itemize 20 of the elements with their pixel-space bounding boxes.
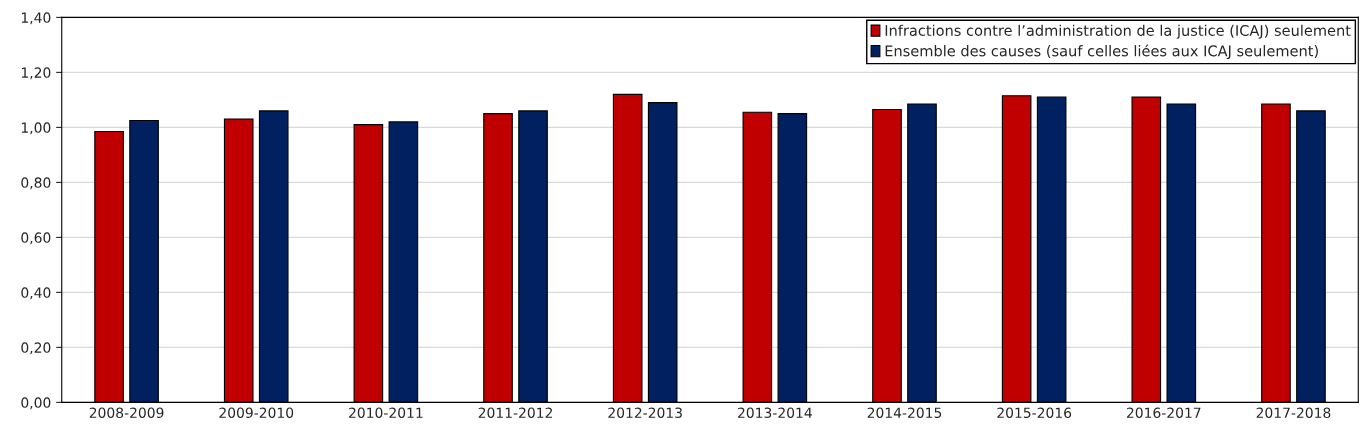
y-tick-label: 0,80 xyxy=(21,177,51,190)
legend-label: Ensemble des causes (sauf celles liées aux ICAJ seulement) xyxy=(885,44,1318,60)
y-tick-label: 1,20 xyxy=(21,67,51,80)
y-tick-label: 0,60 xyxy=(21,232,51,245)
x-tick-label: 2015-2016 xyxy=(997,407,1072,418)
x-tick-label: 2017-2018 xyxy=(1256,407,1331,418)
y-tick-label: 0,00 xyxy=(21,397,51,410)
x-tick-label: 2013-2014 xyxy=(738,407,812,418)
legend-label: Infractions contre l’administration de la justice (ICAJ) seulement xyxy=(885,24,1351,39)
x-tick-label: 2016-2017 xyxy=(1126,407,1201,418)
y-tick-label: 1,40 xyxy=(21,12,51,25)
y-tick-label: 0,20 xyxy=(21,342,51,355)
x-tick-label: 2009-2010 xyxy=(219,407,294,418)
x-tick-label: 2010-2011 xyxy=(349,407,423,418)
y-tick-label: 1,00 xyxy=(21,122,51,135)
y-tick-label: 0,40 xyxy=(21,287,51,300)
x-tick-label: 2012-2013 xyxy=(608,407,682,418)
x-tick-label: 2014-2015 xyxy=(867,407,942,418)
x-tick-label: 2008-2009 xyxy=(89,407,164,418)
x-tick-label: 2011-2012 xyxy=(478,407,552,418)
